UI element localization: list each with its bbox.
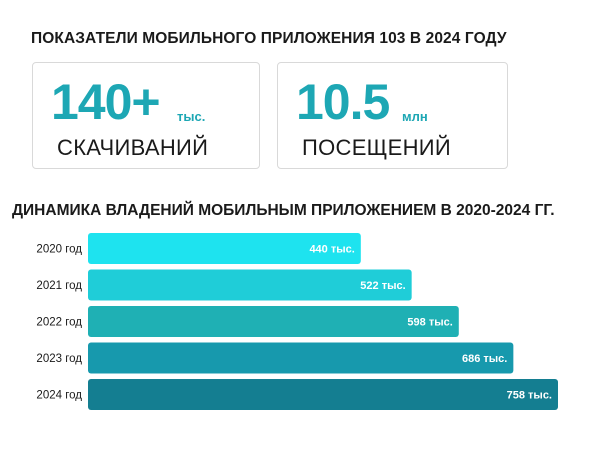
page-title: ПОКАЗАТЕЛИ МОБИЛЬНОГО ПРИЛОЖЕНИЯ 103 В 2… (31, 30, 507, 47)
bar (88, 379, 558, 410)
bar-chart: 2020 год 440 тыс. 2021 год 522 тыс. 2022 год… (36, 233, 558, 410)
bar (88, 233, 361, 264)
year-tick-label: 2021 год (36, 280, 82, 292)
year-tick-label: 2024 год (36, 390, 82, 402)
year-tick-label: 2022 год (36, 317, 82, 329)
chart-title: ДИНАМИКА ВЛАДЕНИЙ МОБИЛЬНЫМ ПРИЛОЖЕНИЕМ … (12, 202, 555, 219)
bar-value-label: 758 тыс. (507, 390, 552, 402)
stat-card-downloads: 140+ тыс. СКАЧИВАНИЙ (32, 62, 260, 169)
stat-unit: млн (402, 109, 428, 124)
stat-label: СКАЧИВАНИЙ (57, 135, 209, 160)
stat-card-visits: 10.5 млн ПОСЕЩЕНИЙ (277, 62, 508, 169)
bar-value-label: 686 тыс. (462, 353, 507, 365)
stat-value: 140+ (51, 74, 161, 130)
year-tick-label: 2020 год (36, 244, 82, 256)
bar (88, 306, 459, 337)
stat-label: ПОСЕЩЕНИЙ (302, 135, 451, 160)
bar-value-label: 598 тыс. (407, 317, 452, 329)
bar (88, 269, 412, 301)
bar-value-label: 440 тыс. (309, 244, 354, 256)
year-tick-label: 2023 год (36, 353, 82, 365)
bar-value-label: 522 тыс. (360, 280, 405, 292)
bar (88, 342, 514, 374)
stat-value: 10.5 (296, 74, 390, 130)
stat-unit: тыс. (177, 109, 206, 124)
